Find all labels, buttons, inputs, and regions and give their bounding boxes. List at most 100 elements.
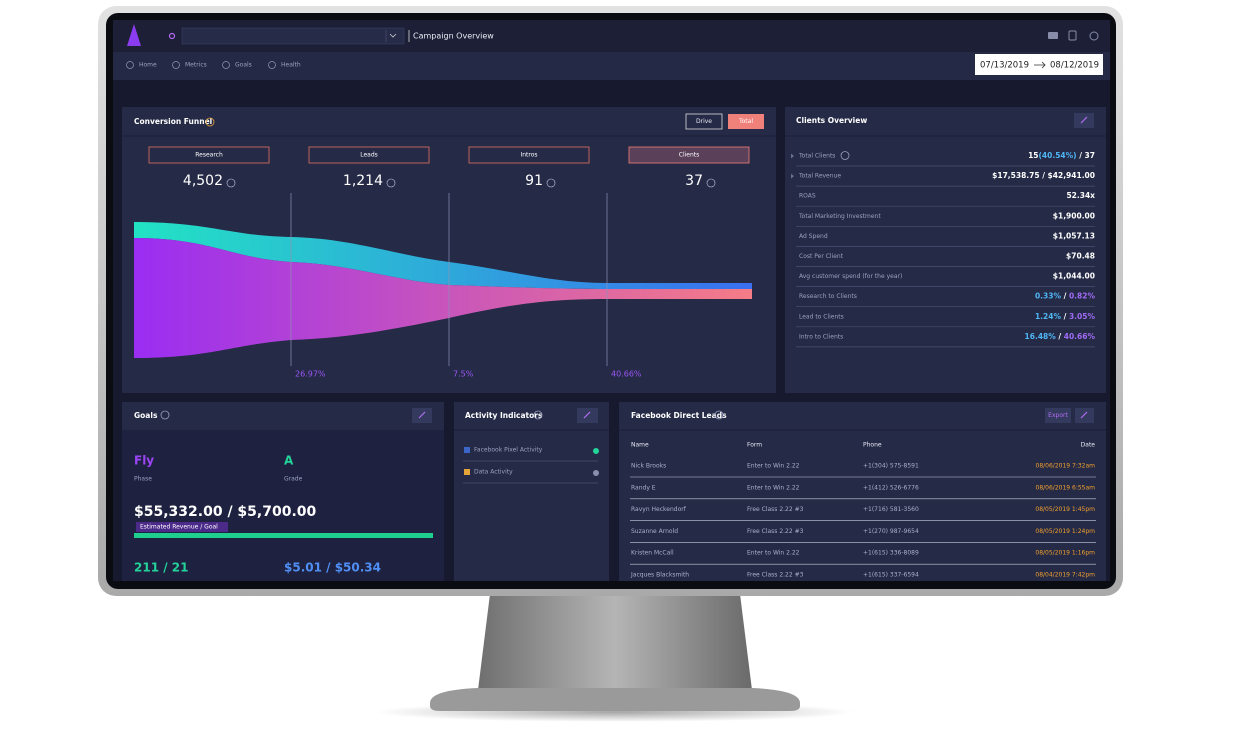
panel-title: Goals <box>134 411 158 420</box>
activity-panel <box>454 402 609 581</box>
row-label: Total Revenue <box>798 173 841 180</box>
stage-label: Research <box>195 152 223 159</box>
nav-item[interactable]: Goals <box>235 62 252 69</box>
cell: 08/05/2019 1:24pm <box>1035 528 1095 535</box>
nav-item[interactable]: Home <box>139 62 157 69</box>
revenue-label: Estimated Revenue / Goal <box>140 524 218 531</box>
cell: Kristen McCall <box>631 550 674 557</box>
drive-button[interactable] <box>685 113 723 130</box>
cell: Ravyn Heckendorf <box>631 506 687 513</box>
cell: 08/06/2019 7:32am <box>1036 463 1096 470</box>
cell: Randy E <box>631 484 656 491</box>
info-icon <box>226 178 236 188</box>
expand-arrow <box>791 173 794 179</box>
value-part: 40.66% <box>1064 332 1096 341</box>
row-value: $1,057.13 <box>1053 231 1095 240</box>
stage-label: Leads <box>360 152 378 159</box>
user-icon[interactable] <box>1089 31 1099 41</box>
row-value: 15(40.54%) / 37 <box>1028 151 1095 160</box>
page-title: Campaign Overview <box>413 32 494 41</box>
info-icon <box>706 178 716 188</box>
stand-neck <box>478 594 752 690</box>
date-range[interactable] <box>975 54 1103 75</box>
info-icon <box>160 410 170 420</box>
row-label: Research to Clients <box>799 293 857 300</box>
row-value: 16.48% / 40.66% <box>1025 332 1096 341</box>
info-icon <box>714 410 724 420</box>
conversion-rate: 40.66% <box>611 370 642 379</box>
label-bg <box>136 522 228 532</box>
funnel-band-drive <box>134 222 752 289</box>
value-part: 1.24% <box>1035 312 1062 321</box>
cell: Free Class 2.22 #3 <box>747 528 804 535</box>
search-input[interactable] <box>181 27 405 45</box>
row-label: Cost Per Client <box>799 253 844 260</box>
grade: A <box>284 454 294 468</box>
row-value: $1,044.00 <box>1053 272 1095 281</box>
grade-label: Grade <box>284 476 303 483</box>
nav-item[interactable]: Health <box>281 62 301 69</box>
clients-panel <box>785 107 1106 393</box>
button-label: Total <box>738 118 753 125</box>
panel-title: Facebook Direct Leads <box>631 411 727 420</box>
stage-box <box>308 146 430 164</box>
edit-icon <box>418 411 426 419</box>
clipboard-icon[interactable] <box>1068 30 1077 41</box>
cell: +1(412) 526-6776 <box>863 484 919 491</box>
cell: Free Class 2.22 #3 <box>747 572 804 579</box>
arrow <box>1034 61 1046 69</box>
stage-box <box>148 146 270 164</box>
edit-icon <box>583 411 591 419</box>
cell: 08/05/2019 1:16pm <box>1035 550 1095 557</box>
item-label: Data Activity <box>474 469 513 476</box>
stage-value: 91 <box>525 173 543 189</box>
edit-button[interactable] <box>1075 408 1094 423</box>
status-dot <box>593 470 599 476</box>
cell: Enter to Win 2.22 <box>747 550 800 557</box>
screen: Campaign Overview Home Metrics Goals Health… <box>113 20 1110 581</box>
export-button[interactable] <box>1045 408 1071 423</box>
stand-base <box>430 688 800 711</box>
panel-title: Conversion Funnel <box>134 117 212 126</box>
value-part: (40.54%) <box>1039 151 1077 160</box>
info-icon <box>386 178 396 188</box>
value-part: / <box>1061 312 1069 321</box>
cell: 08/05/2019 1:45pm <box>1035 506 1095 513</box>
row-label: Avg customer spend (for the year) <box>799 273 902 280</box>
nav-icon <box>268 61 276 69</box>
total-button[interactable] <box>728 114 764 129</box>
cell: Free Class 2.22 #3 <box>747 506 804 513</box>
value-part: 16.48% <box>1025 332 1057 341</box>
stage-value: 4,502 <box>183 173 223 189</box>
value-part: 3.05% <box>1069 312 1096 321</box>
edit-icon <box>1080 116 1088 124</box>
date-to: 08/12/2019 <box>1050 61 1099 71</box>
value-part: $70.48 <box>1066 252 1095 261</box>
cell: 08/06/2019 6:55am <box>1036 484 1096 491</box>
mail-icon[interactable] <box>1048 32 1058 39</box>
info-icon <box>546 178 556 188</box>
value-part: 15 <box>1028 151 1038 160</box>
row-label: Lead to Clients <box>799 313 844 320</box>
nav-item[interactable]: Metrics <box>185 62 207 69</box>
dropdown-arrow[interactable] <box>389 33 397 38</box>
search-icon <box>168 32 176 40</box>
nav-icon <box>222 61 230 69</box>
cell: Enter to Win 2.22 <box>747 463 800 470</box>
edit-icon <box>1080 411 1088 419</box>
row-value: $17,538.75 / $42,941.00 <box>992 171 1095 180</box>
column-header: Name <box>631 442 649 449</box>
stage-value: 1,214 <box>343 173 383 189</box>
stage-label: Clients <box>679 152 700 159</box>
row-label: Intro to Clients <box>799 333 843 340</box>
value-part: $1,057.13 <box>1053 231 1095 240</box>
cell: +1(716) 581-3560 <box>863 506 919 513</box>
row-label: ROAS <box>799 193 816 200</box>
funnel-band-total <box>134 238 752 358</box>
stage-box <box>468 146 590 164</box>
row-value: 52.34x <box>1066 191 1095 200</box>
revenue: $55,332.00 / $5,700.00 <box>134 504 317 520</box>
edit-button[interactable] <box>577 408 598 423</box>
cell: Suzanne Arnold <box>631 528 678 535</box>
